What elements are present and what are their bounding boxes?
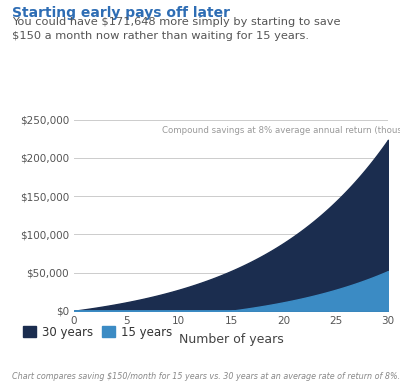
Legend: 30 years, 15 years: 30 years, 15 years <box>18 321 177 344</box>
Text: Starting early pays off later: Starting early pays off later <box>12 6 230 20</box>
Text: You could have $171,648 more simply by starting to save
$150 a month now rather : You could have $171,648 more simply by s… <box>12 17 340 41</box>
Text: Compound savings at 8% average annual return (thousands of dollars): Compound savings at 8% average annual re… <box>162 126 400 135</box>
Text: Chart compares saving $150/month for 15 years vs. 30 years at an average rate of: Chart compares saving $150/month for 15 … <box>12 372 400 381</box>
X-axis label: Number of years: Number of years <box>179 332 283 345</box>
